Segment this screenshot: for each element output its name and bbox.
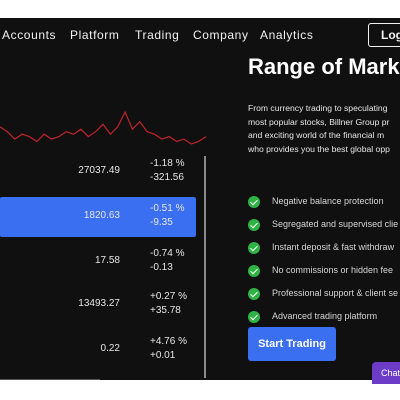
login-button[interactable]: Log (368, 23, 400, 47)
quote-price: 27037.49 (78, 165, 120, 176)
quote-change-pct: -0.74 % (150, 248, 185, 259)
nav-analytics[interactable]: Analytics (260, 28, 314, 42)
quote-change-abs: -0.13 (150, 262, 173, 273)
hero-panel: Range of Mark From currency trading to s… (248, 18, 400, 380)
sparkline-series (0, 110, 207, 145)
hero-headline: Range of Mark (248, 54, 400, 79)
quote-change-abs: -321.56 (150, 172, 184, 183)
intro-line: most popular stocks, Billner Group pr (248, 116, 390, 127)
quote-price: 0.22 (100, 343, 120, 354)
price-chart (0, 52, 210, 148)
intro-line: and exciting world of the financial m (248, 130, 385, 140)
quote-change-pct: -0.51 % (150, 203, 185, 214)
quote-row-1[interactable]: 27037.49 -1.18 % -321.56 (0, 152, 196, 192)
quote-change-pct: -1.18 % (150, 158, 185, 169)
check-circle-icon (248, 196, 260, 208)
feature-label: No commissions or hidden fee (272, 265, 394, 275)
nav-company[interactable]: Company (193, 28, 249, 42)
hero-intro: From currency trading to speculating mos… (248, 102, 400, 156)
chat-button[interactable]: Chat (372, 362, 400, 384)
check-circle-icon (248, 288, 260, 300)
quote-change-abs: -9.35 (150, 217, 173, 228)
page-frame: Accounts Platform Trading Company Analyt… (0, 18, 400, 380)
check-circle-icon (248, 219, 260, 231)
quote-price: 1820.63 (83, 210, 120, 221)
quote-row-5[interactable]: 0.22 +4.76 % +0.01 (0, 330, 196, 370)
feature-label: Negative balance protection (272, 196, 384, 206)
top-nav: Accounts Platform Trading Company Analyt… (0, 18, 400, 52)
quote-row-3[interactable]: 17.58 -0.74 % -0.13 (0, 242, 196, 282)
feature-label: Segregated and supervised clie (272, 219, 399, 229)
check-circle-icon (248, 311, 260, 323)
feature-label: Advanced trading platform (272, 311, 378, 321)
quote-change-pct: +4.76 % (150, 336, 187, 347)
intro-line: who provides you the best global opp (248, 143, 390, 154)
sparkline-svg (0, 110, 207, 145)
nav-trading[interactable]: Trading (135, 28, 180, 42)
quote-row-2[interactable]: 1820.63 -0.51 % -9.35 (0, 197, 196, 237)
feature-label: Instant deposit & fast withdraw (272, 242, 395, 252)
quote-row-4[interactable]: 13493.27 +0.27 % +35.78 (0, 285, 196, 325)
quote-price: 13493.27 (78, 298, 120, 309)
quote-list-scrollbar[interactable] (204, 156, 206, 378)
quote-list: 27037.49 -1.18 % -321.56 1820.63 -0.51 %… (0, 152, 210, 380)
nav-platform[interactable]: Platform (70, 28, 120, 42)
intro-line: From currency trading to speculating (248, 103, 388, 113)
horizontal-scrollbar[interactable] (0, 379, 100, 380)
start-trading-button[interactable]: Start Trading (248, 327, 336, 361)
quote-change-abs: +0.01 (150, 350, 176, 361)
nav-accounts[interactable]: Accounts (2, 28, 57, 42)
quote-price: 17.58 (94, 255, 120, 266)
quote-change-pct: +0.27 % (150, 291, 187, 302)
check-circle-icon (248, 242, 260, 254)
feature-label: Professional support & client se (272, 288, 399, 298)
quote-change-abs: +35.78 (150, 305, 181, 316)
check-circle-icon (248, 265, 260, 277)
